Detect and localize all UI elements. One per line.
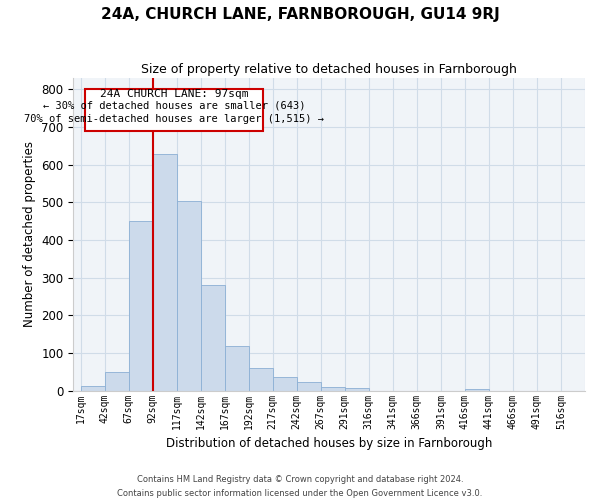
Bar [465, 389, 489, 390]
Bar [176, 201, 200, 390]
Bar [128, 221, 152, 390]
Bar [80, 386, 104, 390]
Title: Size of property relative to detached houses in Farnborough: Size of property relative to detached ho… [141, 62, 517, 76]
Y-axis label: Number of detached properties: Number of detached properties [23, 142, 36, 328]
Bar [248, 368, 273, 390]
Text: 70% of semi-detached houses are larger (1,515) →: 70% of semi-detached houses are larger (… [24, 114, 324, 124]
Bar [224, 346, 248, 391]
Bar [200, 285, 224, 391]
Bar [104, 372, 128, 390]
Bar [297, 382, 321, 390]
Text: Contains HM Land Registry data © Crown copyright and database right 2024.
Contai: Contains HM Land Registry data © Crown c… [118, 476, 482, 498]
Text: 24A CHURCH LANE: 97sqm: 24A CHURCH LANE: 97sqm [100, 89, 248, 99]
Text: ← 30% of detached houses are smaller (643): ← 30% of detached houses are smaller (64… [43, 100, 305, 110]
Bar [152, 154, 176, 390]
Text: 24A, CHURCH LANE, FARNBOROUGH, GU14 9RJ: 24A, CHURCH LANE, FARNBOROUGH, GU14 9RJ [101, 8, 499, 22]
X-axis label: Distribution of detached houses by size in Farnborough: Distribution of detached houses by size … [166, 437, 493, 450]
Bar [321, 387, 345, 390]
FancyBboxPatch shape [85, 90, 263, 131]
Bar [273, 376, 297, 390]
Bar [345, 388, 369, 390]
